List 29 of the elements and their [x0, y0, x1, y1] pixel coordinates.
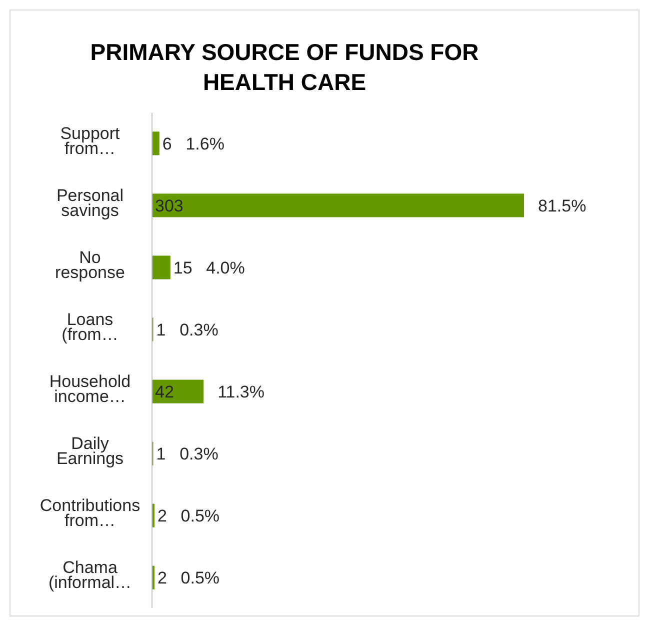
bar [152, 132, 160, 156]
y-tick-label: Household income… [49, 372, 131, 406]
annotation: 0.5% [180, 568, 220, 588]
annotation: 11.3% [218, 382, 265, 402]
y-tick-label: Personal savings [56, 186, 124, 220]
data-label: 2 [157, 506, 167, 526]
data-label: 6 [162, 134, 172, 154]
y-tick-label: Chama (informal… [48, 558, 132, 592]
annotation: 81.5% [538, 196, 586, 216]
y-tick-label: Contributions from… [40, 496, 140, 530]
y-tick-label: Loans (from… [62, 310, 118, 344]
data-label: 42 [155, 382, 174, 402]
annotation: 0.3% [180, 444, 218, 464]
annotation: 4.0% [206, 258, 245, 278]
annotation: 1.6% [186, 134, 224, 154]
annotation: 0.3% [180, 320, 218, 340]
bar [152, 380, 204, 404]
data-label: 2 [157, 568, 167, 588]
data-label: 1 [156, 320, 166, 340]
data-label: 1 [156, 444, 166, 464]
bar [152, 256, 170, 280]
data-label: 15 [173, 258, 192, 278]
annotation: 0.5% [180, 506, 220, 526]
chart-title: PRIMARY SOURCE OF FUNDS FOR HEALTH CARE [90, 39, 480, 95]
bar [152, 194, 524, 218]
y-tick-label: Daily Earnings [56, 434, 124, 468]
y-tick-label: No response [55, 248, 125, 282]
y-tick-label: Support from… [60, 124, 120, 158]
data-label: 303 [155, 196, 184, 216]
